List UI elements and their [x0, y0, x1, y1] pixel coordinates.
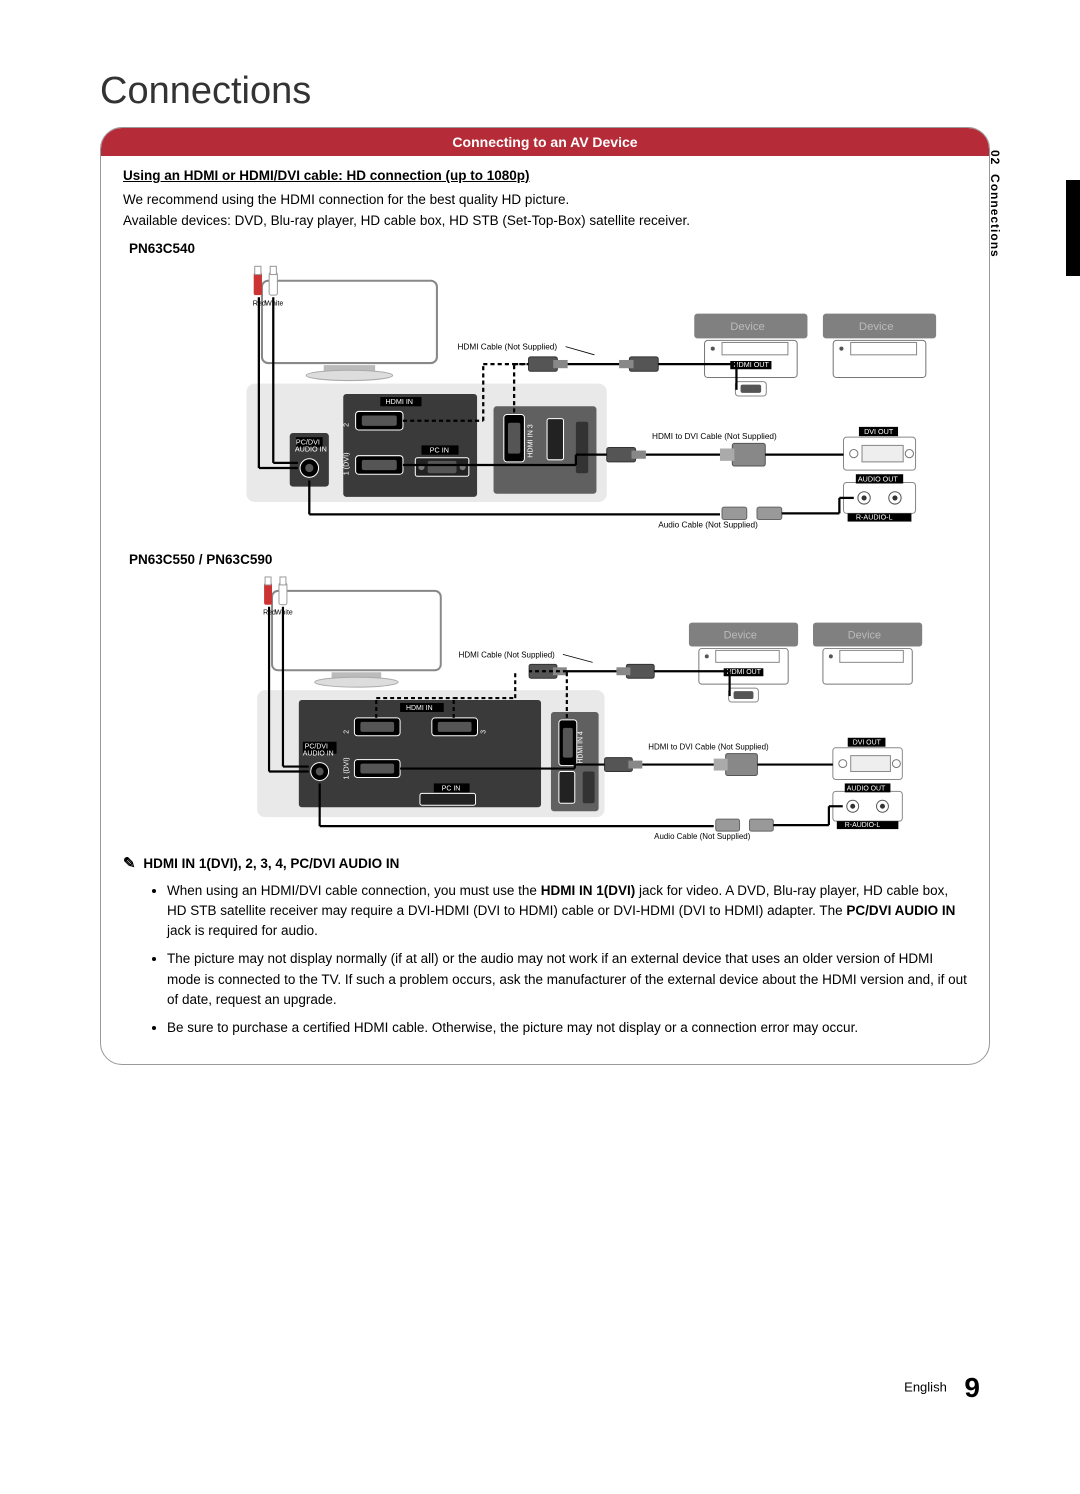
svg-text:Audio Cable (Not Supplied): Audio Cable (Not Supplied): [654, 832, 751, 841]
svg-text:Device: Device: [848, 630, 881, 642]
svg-text:HDMI Cable (Not Supplied): HDMI Cable (Not Supplied): [459, 651, 556, 660]
svg-text:AUDIO IN: AUDIO IN: [295, 445, 327, 454]
model-label-1: PN63C540: [129, 239, 967, 259]
footer-lang: English: [904, 1379, 947, 1394]
intro-line1: Using an HDMI or HDMI/DVI cable: HD conn…: [123, 166, 967, 186]
svg-text:DVI OUT: DVI OUT: [864, 427, 894, 436]
page-title: Connections: [100, 70, 990, 113]
note-bullet-2: The picture may not display normally (if…: [167, 949, 967, 1010]
content-box: Connecting to an AV Device Using an HDMI…: [100, 127, 990, 1065]
notes-section: ✎ HDMI IN 1(DVI), 2, 3, 4, PC/DVI AUDIO …: [123, 853, 967, 1039]
svg-text:PC IN: PC IN: [430, 446, 449, 455]
svg-text:HDMI IN: HDMI IN: [406, 705, 433, 712]
svg-text:3: 3: [480, 730, 487, 734]
d1-dev1: Device: [730, 321, 765, 333]
svg-text:HDMI OUT: HDMI OUT: [733, 360, 769, 369]
svg-text:DVI OUT: DVI OUT: [853, 740, 882, 747]
svg-text:AUDIO OUT: AUDIO OUT: [858, 475, 899, 484]
svg-text:HDMI OUT: HDMI OUT: [727, 670, 762, 677]
svg-text:HDMI IN 3: HDMI IN 3: [526, 424, 535, 458]
d1-hdmiin: HDMI IN: [385, 397, 413, 406]
intro-line3: Available devices: DVD, Blu-ray player, …: [123, 211, 967, 231]
svg-text:Device: Device: [724, 630, 757, 642]
notes-list: When using an HDMI/DVI cable connection,…: [167, 881, 967, 1039]
model-label-2: PN63C550 / PN63C590: [129, 550, 967, 570]
section-header-bar: Connecting to an AV Device: [101, 128, 989, 156]
page-number: 9: [964, 1372, 980, 1403]
diagram-1: Red White PC/DVI AUDIO IN HDMI IN: [123, 262, 967, 530]
svg-text:2: 2: [343, 730, 350, 734]
svg-text:AUDIO OUT: AUDIO OUT: [847, 786, 886, 793]
svg-text:PC IN: PC IN: [442, 786, 461, 793]
svg-text:HDMI to DVI Cable (Not Supplie: HDMI to DVI Cable (Not Supplied): [648, 743, 769, 752]
d1-dev2: Device: [859, 321, 894, 333]
note-bullet-1: When using an HDMI/DVI cable connection,…: [167, 881, 967, 942]
svg-text:R-AUDIO-L: R-AUDIO-L: [845, 822, 881, 829]
svg-text:HDMI Cable (Not Supplied): HDMI Cable (Not Supplied): [458, 343, 558, 352]
svg-text:HDMI to DVI Cable (Not Supplie: HDMI to DVI Cable (Not Supplied): [652, 432, 777, 441]
svg-text:AUDIO IN: AUDIO IN: [303, 751, 334, 758]
notes-title: ✎ HDMI IN 1(DVI), 2, 3, 4, PC/DVI AUDIO …: [123, 853, 967, 875]
note-bullet-3: Be sure to purchase a certified HDMI cab…: [167, 1018, 967, 1038]
svg-text:Audio Cable (Not Supplied): Audio Cable (Not Supplied): [658, 521, 758, 530]
svg-text:1 (DVI): 1 (DVI): [341, 453, 350, 476]
diagram-2: Red White HDMI IN 2 3 PC/DVI AUDIO IN: [123, 573, 967, 841]
svg-text:PC/DVI: PC/DVI: [305, 744, 328, 751]
svg-text:HDMI IN 4: HDMI IN 4: [578, 731, 585, 764]
svg-text:R-AUDIO-L: R-AUDIO-L: [856, 513, 893, 522]
intro-line2: We recommend using the HDMI connection f…: [123, 190, 967, 210]
svg-text:2: 2: [341, 423, 350, 427]
section-body: Using an HDMI or HDMI/DVI cable: HD conn…: [101, 156, 989, 1064]
footer: English 9: [904, 1372, 980, 1404]
note-icon: ✎: [123, 855, 136, 872]
svg-text:1 (DVI): 1 (DVI): [343, 758, 350, 780]
